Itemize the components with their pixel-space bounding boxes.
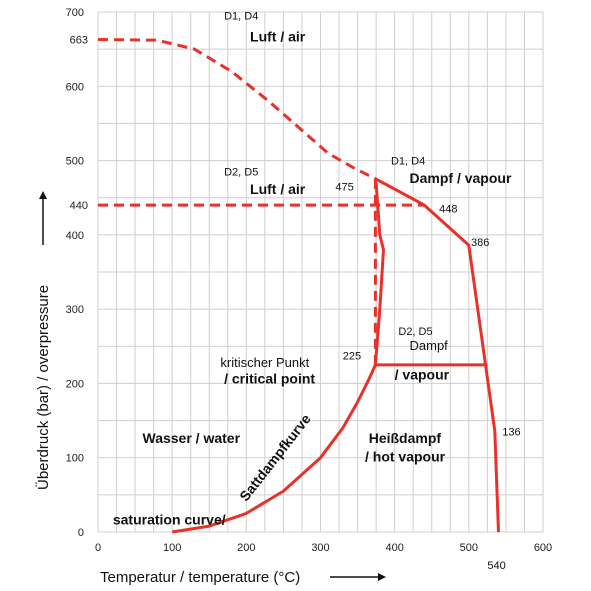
dashed-limit-curve — [97, 38, 377, 181]
y-tick-label-extra: 663 — [70, 34, 88, 46]
solid-limit-curve — [375, 177, 500, 533]
x-tick-label: 500 — [460, 542, 478, 554]
y-tick-label: 400 — [66, 230, 84, 242]
y-tick-label: 500 — [66, 156, 84, 168]
annotation-label: 475 — [335, 181, 353, 193]
x-axis-title: Temperatur / temperature (°C) — [100, 569, 300, 586]
annotation-label: kritischer Punkt — [220, 355, 309, 370]
grid — [97, 11, 544, 533]
annotation-label: 540 — [487, 560, 505, 572]
annotations: D1, D4 Luft / air D2, D5 Luft / air D1, D4 Da… — [113, 10, 521, 572]
annotation-label: / vapour — [395, 367, 450, 383]
y-tick-label: 200 — [66, 378, 84, 390]
y-axis-title-group: Überdruck (bar) / overpressure — [34, 191, 52, 490]
x-tick-label: 200 — [237, 542, 255, 554]
annotation-label: D1, D4 — [391, 155, 425, 167]
annotation-label: 225 — [343, 351, 361, 363]
y-tick-label: 700 — [66, 7, 84, 19]
annotation-label: Luft / air — [250, 29, 306, 45]
annotation-label: D2, D5 — [398, 326, 432, 338]
annotation-label: Luft / air — [250, 181, 306, 197]
annotation-label: 136 — [502, 426, 520, 438]
y-tick-label-extra: 440 — [70, 200, 88, 212]
annotation-label: Dampf / vapour — [410, 170, 512, 186]
annotation-label: 386 — [471, 237, 489, 249]
annotation-label: D2, D5 — [224, 166, 258, 178]
x-tick-label: 600 — [534, 542, 552, 554]
y-tick-label: 300 — [66, 304, 84, 316]
annotation-label: Heißdampf — [369, 430, 442, 446]
x-tick-label: 100 — [163, 542, 181, 554]
annotation-label: Wasser / water — [143, 430, 241, 446]
annotation-label: / critical point — [224, 370, 315, 386]
annotation-label: saturation curve/ — [113, 512, 226, 528]
y-tick-label: 600 — [66, 81, 84, 93]
tick-labels: 0 100 200 300 400 500 600 0 100 200 300 400 500 600 70… — [66, 7, 553, 554]
x-axis-title-group: Temperatur / temperature (°C) — [100, 569, 386, 586]
y-axis-title: Überdruck (bar) / overpressure — [34, 285, 52, 490]
annotation-label: 448 — [439, 204, 457, 216]
curves — [97, 38, 500, 534]
y-axis-arrowhead — [39, 191, 47, 199]
annotation-label: Dampf — [410, 338, 449, 353]
x-tick-label: 300 — [311, 542, 329, 554]
y-tick-label: 0 — [78, 527, 84, 539]
annotation-label: / hot vapour — [365, 448, 446, 464]
x-axis-arrowhead — [378, 573, 386, 581]
annotation-label: D1, D4 — [224, 10, 258, 22]
x-tick-label: 400 — [385, 542, 403, 554]
y-tick-label: 100 — [66, 453, 84, 465]
x-tick-label: 0 — [95, 542, 101, 554]
solid-limit-curve — [171, 182, 385, 534]
